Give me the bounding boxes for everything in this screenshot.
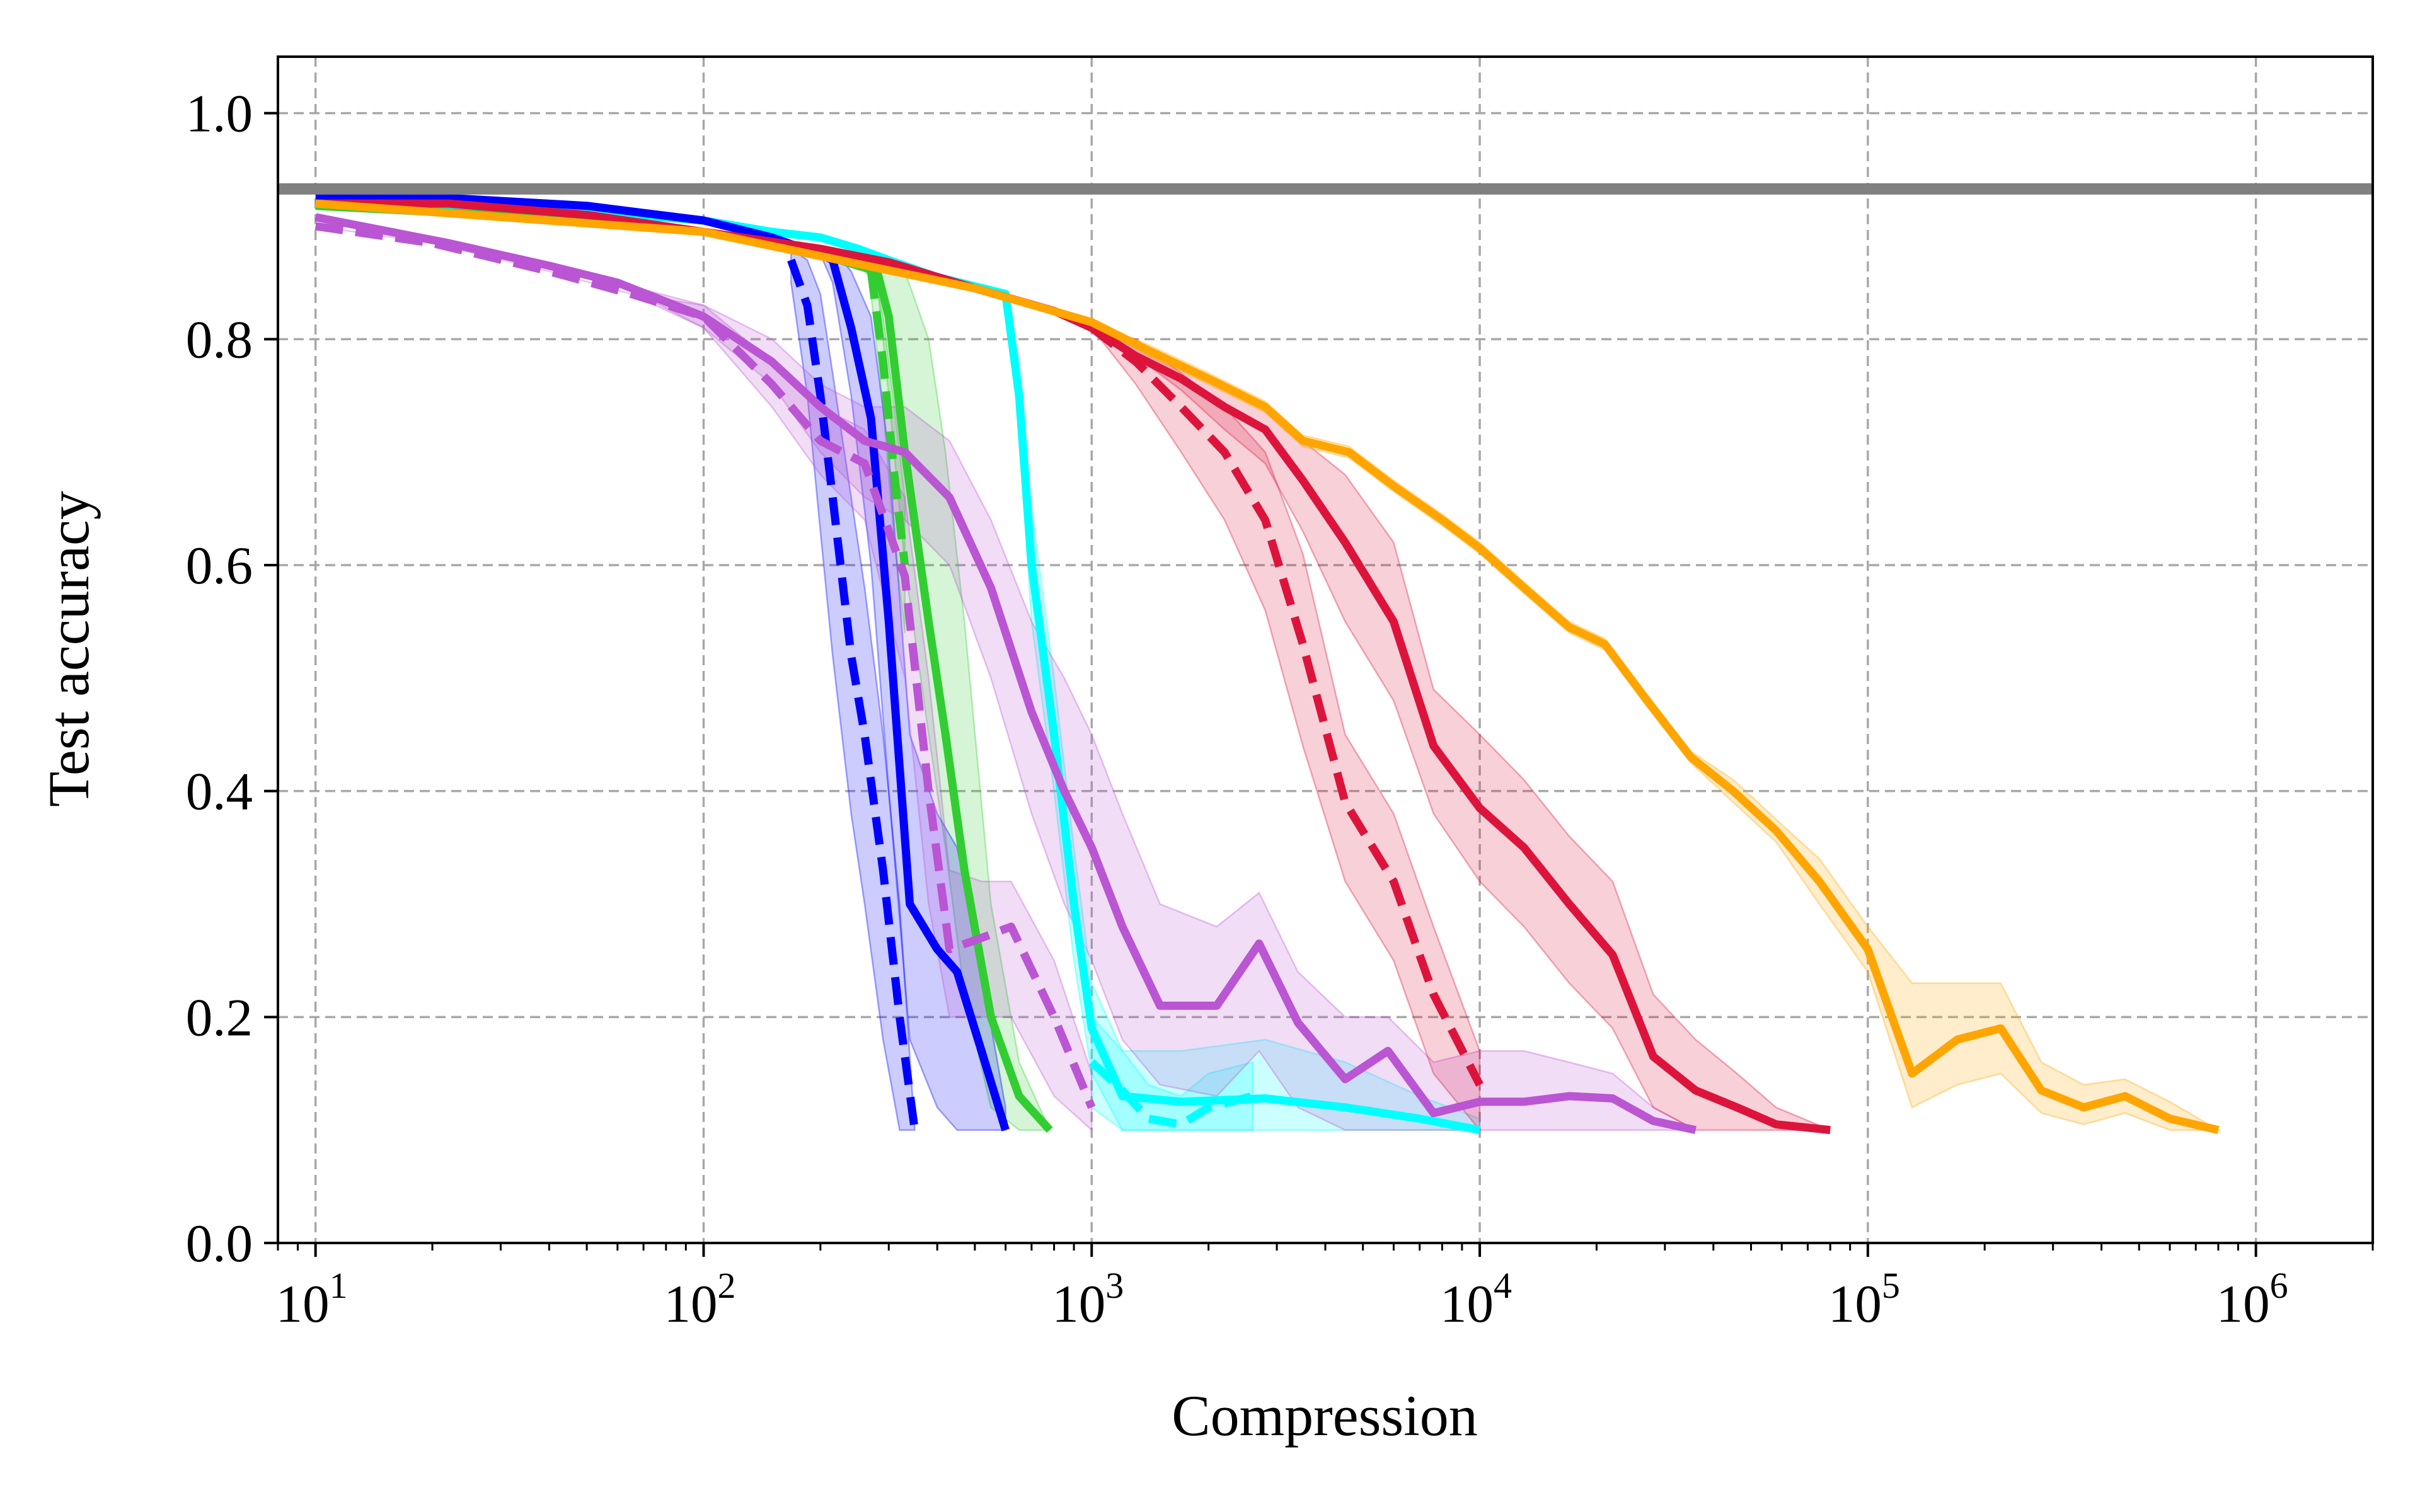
x-tick-label: 105	[1828, 1265, 1900, 1334]
x-tick-label: 101	[276, 1265, 348, 1334]
y-tick-label: 1.0	[186, 84, 253, 144]
axes	[264, 55, 2374, 1257]
line-purple-solid	[314, 213, 1697, 1135]
y-tick-label: 0.2	[186, 988, 253, 1047]
y-tick-label: 0.6	[186, 536, 253, 595]
x-tick-label: 103	[1052, 1265, 1124, 1334]
y-tick-label: 0.4	[186, 762, 253, 822]
line-red-solid	[315, 199, 1831, 1135]
line-red-dashed	[1089, 324, 1484, 1087]
line-blue-solid	[315, 193, 1010, 1131]
line-purple-dashed	[314, 222, 1096, 1109]
x-tick-label: 104	[1440, 1265, 1512, 1334]
x-tick-label: 106	[2216, 1265, 2288, 1334]
y-tick-label: 0.8	[186, 310, 253, 369]
y-axis-label: Test accuracy	[37, 491, 101, 807]
x-axis-label: Compression	[1172, 1383, 1478, 1448]
line-green-dashed	[867, 270, 909, 566]
tick-labels: 101 102 103 104 105 106 0.0 0.2 0.4 0.6 0.8 1.0	[186, 84, 2288, 1334]
line-orange-solid	[315, 199, 2220, 1135]
series-lines	[314, 193, 2220, 1135]
x-tick-label: 102	[664, 1265, 735, 1334]
line-cyan-dashed	[1088, 1059, 1254, 1129]
y-tick-label: 0.0	[186, 1214, 253, 1273]
